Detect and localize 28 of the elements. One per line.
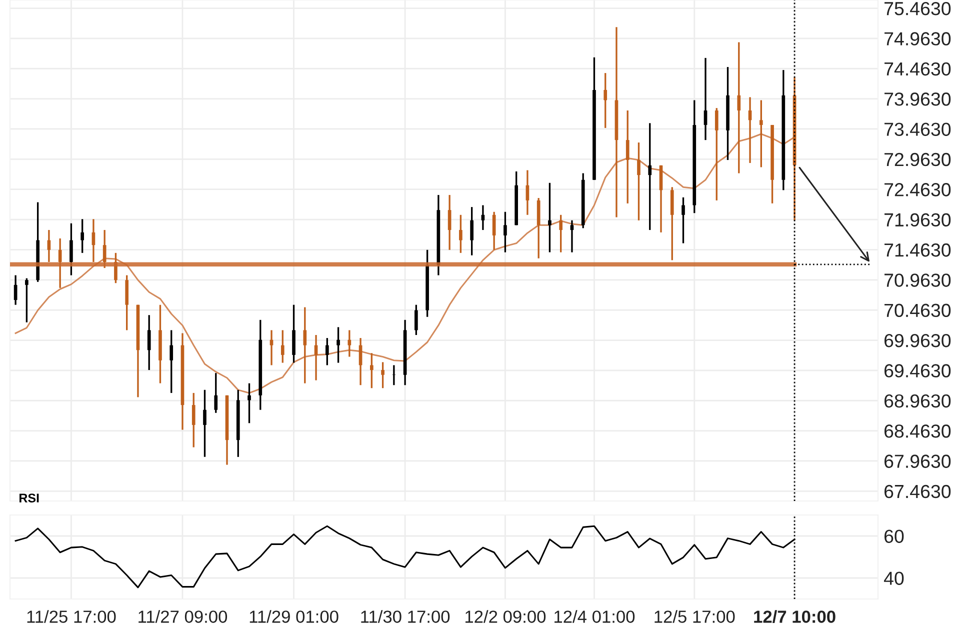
y-tick-label: 69.9630 [884,334,951,348]
x-tick-label: 12/2 09:00 [466,610,546,623]
y-tick-label: 72.9630 [884,152,951,166]
x-tick-label: 11/27 09:00 [138,610,228,623]
chart-title: RSI [20,494,39,502]
y-tick-label: 73.4630 [884,122,951,136]
x-tick-label: 11/25 17:00 [27,610,116,623]
y-tick-label: 67.4630 [884,484,951,498]
y-tick-label: 72.4630 [884,183,951,196]
x-tick-label: 11/30 17:00 [361,610,450,623]
y-tick-label: 69.4630 [884,364,951,378]
x-tick-label: 12/5 17:00 [654,610,735,623]
y-tick-label: 68.9630 [884,394,951,408]
y-tick-label: 67.9630 [884,454,951,468]
y-tick-label: 71.9630 [884,213,951,227]
y-tick-label: 74.4630 [884,62,951,76]
y-tick-label: 75.4630 [884,2,951,16]
y-tick-label: 40 [884,572,904,585]
x-tick-label: 12/4 01:00 [554,610,635,623]
x-tick-label: 12/7 10:00 [754,610,836,624]
y-tick-label: 74.9630 [884,32,951,46]
x-tick-label: 11/29 01:00 [250,610,338,623]
y-tick-label: 71.4630 [884,243,951,257]
y-tick-label: 70.9630 [884,274,951,287]
y-tick-label: 60 [884,530,904,543]
y-tick-label: 73.9630 [884,92,951,106]
y-tick-label: 68.4630 [884,424,951,438]
y-tick-label: 70.4630 [884,304,951,318]
